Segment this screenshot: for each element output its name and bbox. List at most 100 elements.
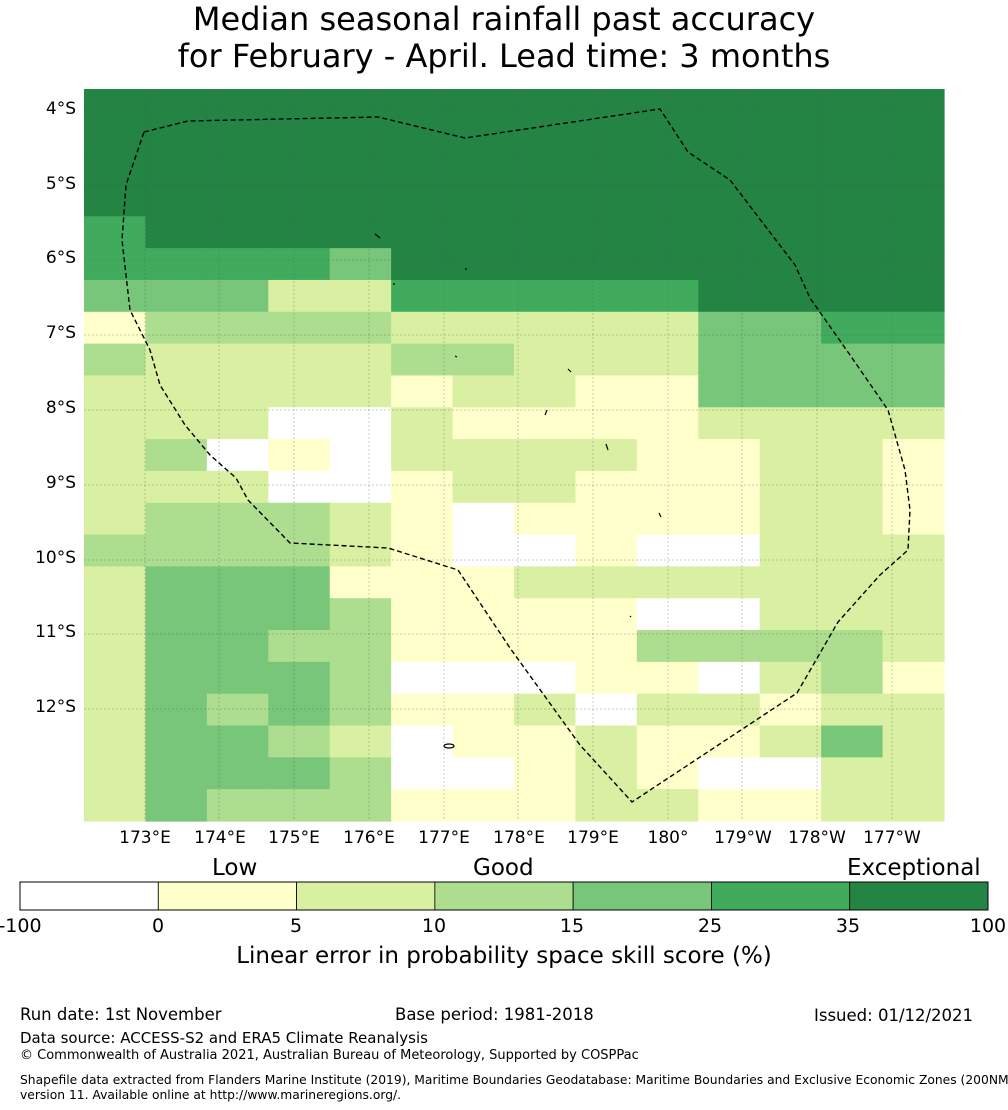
colorbar-swatch [849,881,989,911]
grid-cell [759,566,822,599]
grid-cell [514,152,577,186]
grid-cell [514,343,577,377]
grid-cell [145,693,208,727]
grid-cell [575,184,638,217]
grid-cell [329,789,392,822]
grid-cell [759,120,822,154]
grid-cell [145,152,208,186]
grid-cell [575,630,638,663]
grid-cell [84,757,147,790]
grid-cell [821,439,884,472]
grid-cell [575,661,638,695]
island-marker [629,615,632,618]
grid-cell [636,311,699,345]
grid-cell [698,343,761,377]
grid-cell [698,789,761,822]
grid-cell [452,661,515,695]
grid-cell [759,311,822,345]
grid-cell [206,502,269,536]
grid-cell [84,152,147,186]
grid-cell [329,757,392,790]
grid-cell [206,630,269,663]
colorbar-tick: 15 [559,915,585,937]
lat-label-12s: 12°S [35,697,76,717]
grid-cell [821,120,884,154]
grid-cell [759,89,822,122]
grid-cell [575,566,638,599]
grid-cell [391,598,454,631]
grid-cell [145,439,208,472]
grid-cell [391,630,454,663]
map-title-line1: Median seasonal rainfall past accuracy [192,0,816,38]
shapefile-credit: Shapefile data extracted from Flanders M… [20,1073,1008,1102]
grid-cell [759,661,822,695]
grid-cell [391,789,454,822]
grid-cell [882,248,945,281]
lon-label-178w: 178°W [788,828,846,848]
grid-cell [759,502,822,536]
grid-cell [514,757,577,790]
grid-cell [206,184,269,217]
grid-cell [882,598,945,631]
grid-cell [206,693,269,727]
grid-cell [514,534,577,567]
skill-grid [84,89,945,822]
island-marker [374,233,381,239]
grid-cell [84,725,147,758]
grid-cell [268,439,331,472]
grid-cell [391,725,454,758]
grid-cell [575,375,638,408]
grid-cell [206,439,269,472]
grid-cell [329,566,392,599]
grid-cell [698,120,761,154]
grid-cell [329,311,392,345]
run-date: Run date: 1st November [20,1005,222,1024]
grid-cell [84,470,147,504]
colorbar-tick: 0 [151,915,165,937]
grid-cell [452,248,515,281]
grid-cell [329,248,392,281]
grid-cell [452,789,515,822]
grid-cell [821,407,884,440]
grid-cell [882,725,945,758]
grid-cell [882,184,945,217]
grid-cell [329,534,392,567]
grid-cell [759,152,822,186]
grid-cell [329,661,392,695]
grid-cell [821,789,884,822]
grid-cell [759,343,822,377]
lon-label-178e: 178°E [493,828,545,848]
grid-cell [268,502,331,536]
colorbar-swatch [157,881,297,911]
grid-cell [391,661,454,695]
grid-cell [759,216,822,249]
grid-cell [514,279,577,313]
grid-cell [206,725,269,758]
grid-cell [514,311,577,345]
colorbar-swatch [572,881,712,911]
colorbar-frame [19,881,989,911]
map-title-line2: for February - April. Lead time: 3 month… [177,37,831,75]
grid-cell [329,439,392,472]
grid-cell [514,470,577,504]
grid-cell [882,534,945,567]
grid-cell [391,216,454,249]
grid-cell [452,598,515,631]
graticule [84,89,944,821]
grid-cell [698,502,761,536]
grid-cell [329,184,392,217]
grid-cell [882,343,945,377]
grid-cell [882,152,945,186]
grid-cell [698,311,761,345]
grid-cell [84,184,147,217]
grid-cell [821,534,884,567]
colorbar-tick: 10 [421,915,447,937]
grid-cell [452,184,515,217]
grid-cell [206,343,269,377]
grid-cell [452,216,515,249]
category-exceptional: Exceptional [847,855,981,881]
grid-cell [145,566,208,599]
grid-cell [206,407,269,440]
grid-cell [206,598,269,631]
